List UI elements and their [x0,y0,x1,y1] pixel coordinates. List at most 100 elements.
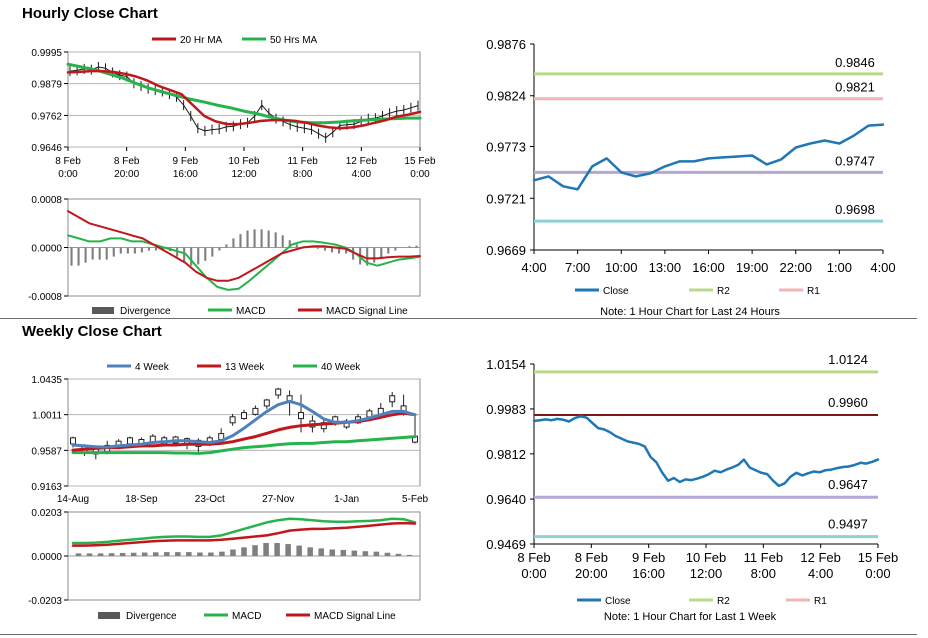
hourly-divergence-bar [218,247,221,251]
weekly-close-xtick-label: 12 Feb [800,550,840,565]
weekly-close-xtick-label: 15 Feb [858,550,898,565]
legend-hourly-r1-label: R1 [807,286,820,297]
weekly-close-xtick-label: 0:00 [865,566,890,581]
weekly-price-ytick-label: 0.9163 [31,482,62,493]
weekly-divergence-bar [252,545,258,556]
legend-50hrs-ma-label: 50 Hrs MA [270,35,318,46]
hourly-price-ytick-label: 0.9879 [31,80,62,91]
legend-20hr-ma-label: 20 Hr MA [180,35,223,46]
legend-weekly-r1-label: R1 [814,596,827,607]
hourly-level-s2-label: 0.9698 [835,202,875,217]
legend-hourly-divergence-label: Divergence [120,306,171,317]
weekly-level-r2-label: 1.0124 [828,352,868,367]
weekly-close-line [532,415,880,488]
hourly-close-xtick-label: 1:00 [827,260,852,275]
bottom-divider [0,634,917,635]
weekly-signal-line [71,521,417,547]
weekly-close-xtick-label: 8 Feb [517,550,550,565]
weekly-divergence-bar [307,547,313,556]
weekly-divergence-bar [108,553,115,556]
weekly-macd-ytick-label: 0.0000 [31,552,62,563]
hourly-divergence-bar [394,247,397,251]
weekly-price-ytick-label: 1.0011 [32,411,62,422]
hourly-divergence-bar [133,247,136,254]
hourly-divergence-bar [84,247,87,263]
hourly-divergence-bar [373,247,376,263]
hourly-divergence-bar [232,238,235,248]
weekly-close-xtick-label: 8 Feb [575,550,608,565]
weekly-divergence-bar [219,551,225,556]
hourly-divergence-bar [211,247,214,257]
legend-weekly-r2-label: R2 [717,596,730,607]
hourly-close-xtick-label: 10:00 [605,260,638,275]
hourly-price-xtick-label: 8 Feb [55,156,81,167]
hourly-close-xtick-label: 13:00 [649,260,682,275]
weekly-close-xtick-label: 12:00 [690,566,723,581]
weekly-close-xtick-label: 11 Feb [744,550,784,565]
legend-weekly-close-label: Close [605,596,631,607]
weekly-divergence-bar [406,554,413,556]
weekly-close-ytick-label: 1.0154 [486,357,526,372]
weekly-divergence-bar [318,548,324,556]
hourly-price-xtick-label: 0:00 [410,169,430,180]
weekly-divergence-bar [373,551,380,556]
weekly-candle-body [366,410,373,418]
weekly-price-xtick-label: 14-Aug [57,494,89,505]
weekly-price-ytick-label: 0.9587 [31,446,62,457]
hourly-divergence-bar [140,247,143,253]
weekly-divergence-bar [186,552,192,556]
hourly-close-line [532,123,885,191]
weekly-close-xtick-label: 9 Feb [632,550,665,565]
hourly-price-xtick-label: 12:00 [231,169,256,180]
hourly-price-ytick-label: 0.9762 [31,111,62,122]
weekly-price-xtick-label: 27-Nov [262,494,294,505]
weekly-price-xtick-label: 18-Sep [125,494,158,505]
section-divider [0,318,917,319]
weekly-candle-body [389,395,396,403]
weekly-divergence-bar [241,547,247,556]
weekly-candle-body [241,412,247,420]
hourly-divergence-bar [77,247,80,266]
weekly-close-ytick-label: 0.9812 [486,447,526,462]
hourly-price-ytick-label: 0.9995 [31,48,62,59]
hourly-close-xtick-label: 16:00 [692,260,725,275]
hourly-divergence-bar [183,247,186,263]
weekly-divergence-bar [285,544,291,556]
hourly-macd-ytick-label: 0.0000 [31,244,62,255]
weekly-price-plot-area [67,378,421,487]
hourly-close-ytick-label: 0.9824 [486,89,526,104]
hourly-level-s1-label: 0.9747 [835,153,875,168]
weekly-price-xtick-label: 23-Oct [195,494,225,505]
weekly-divergence-bar [75,553,82,556]
hourly-price-xtick-label: 10 Feb [228,156,260,167]
legend-hourly-close-label: Close [603,286,629,297]
legend-13week-label: 13 Week [225,362,265,373]
hourly-price-xtick-label: 4:00 [352,169,372,180]
hourly-price-xtick-label: 16:00 [173,169,198,180]
hourly-price-xtick-label: 15 Feb [404,156,436,167]
hourly-close-xtick-label: 4:00 [870,260,895,275]
weekly-level-s1-label: 0.9647 [828,477,868,492]
hourly-divergence-bar [239,234,242,248]
hourly-close-ytick-label: 0.9721 [486,191,526,206]
hourly-divergence-bar [260,229,263,248]
weekly-divergence-bar [197,552,203,556]
weekly-candle-body [70,437,76,445]
hourly-close-xtick-label: 4:00 [521,260,546,275]
weekly-close-note: Note: 1 Hour Chart for Last 1 Week [604,611,777,623]
hourly-divergence-bar [323,247,327,251]
hourly-divergence-bar [380,247,383,259]
weekly-macd-line [71,517,417,545]
hourly-level-r1-label: 0.9821 [835,80,875,95]
weekly-divergence-bar [152,552,159,556]
legend-weekly-divergence-swatch [98,612,120,619]
hourly-divergence-bar [352,247,355,260]
hourly-divergence-bar [119,247,122,254]
weekly-divergence-bar [340,549,347,556]
hourly-divergence-bar [204,247,207,261]
hourly-divergence-bar [253,229,256,248]
weekly-divergence-bar [208,552,214,556]
hourly-divergence-bar [330,247,334,253]
weekly-close-ytick-label: 0.9469 [486,537,526,552]
legend-hourly-divergence-swatch [92,307,114,314]
